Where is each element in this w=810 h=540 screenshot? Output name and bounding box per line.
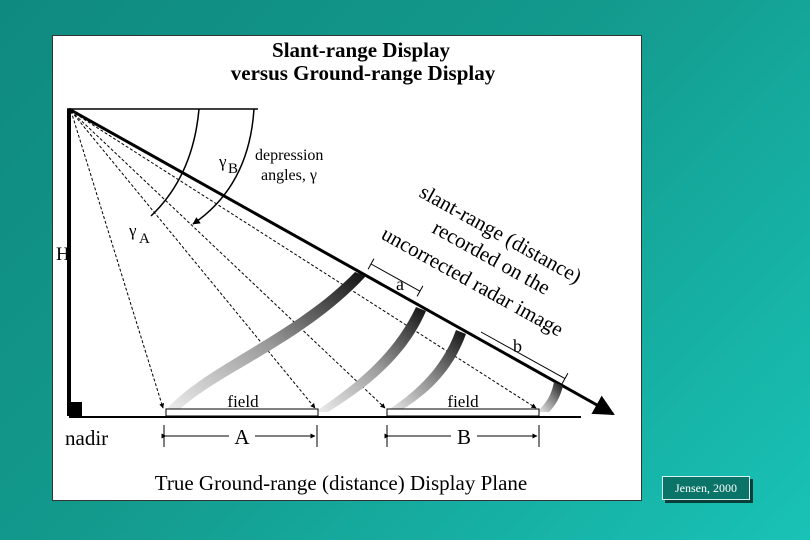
gamma-b-symbol: γ [218, 152, 227, 171]
slant-a-tick-start [367, 258, 375, 270]
depression-arc-b [150, 108, 200, 217]
field-b-patch [386, 408, 540, 417]
title-line-2: versus Ground-range Display [231, 61, 496, 85]
gamma-a-subscript: A [139, 231, 150, 247]
nadir-label: nadir [65, 426, 108, 450]
gamma-a-symbol: γ [128, 221, 137, 240]
ray-near-field-b [70, 110, 386, 409]
gamma-b-subscript: B [228, 161, 238, 177]
projection-band-a-far [315, 307, 426, 412]
dotted-rays [70, 110, 537, 409]
field-a-label: field [227, 392, 259, 411]
slant-range-diagram: Slant-range Display versus Ground-range … [56, 38, 615, 495]
ground-b-label: B [457, 425, 471, 449]
ground-b-dimension [384, 425, 540, 447]
ground-plane-caption: True Ground-range (distance) Display Pla… [155, 471, 527, 495]
field-a-patch [165, 408, 319, 417]
slide-frame: Slant-range Display versus Ground-range … [52, 35, 642, 501]
depression-arc-a [192, 108, 255, 225]
height-label: H [56, 244, 70, 265]
field-b-label: field [447, 392, 479, 411]
ray-near-field-a [70, 110, 165, 409]
ray-far-field-a [70, 110, 316, 409]
projection-band-b-near [385, 330, 466, 412]
slant-range-line [68, 107, 615, 416]
slant-a-tick-end [416, 285, 424, 297]
depression-label-line-1: depression [255, 147, 323, 164]
nadir-marker [69, 402, 82, 416]
slant-b-label: b [513, 336, 522, 356]
ray-far-field-b [70, 110, 537, 409]
ground-a-dimension [161, 425, 318, 447]
depression-label-line-2: angles, γ [261, 167, 317, 184]
slant-b-tick-end [561, 373, 569, 385]
projection-band-a-near [164, 272, 366, 412]
ground-a-label: A [234, 425, 250, 449]
title-line-1: Slant-range Display [272, 38, 450, 62]
slant-b-dimension [480, 331, 566, 379]
slant-a-dimension [370, 263, 421, 292]
projection-band-b-far [537, 382, 563, 412]
slant-a-label: a [396, 274, 404, 294]
credit-badge: Jensen, 2000 [662, 476, 750, 500]
